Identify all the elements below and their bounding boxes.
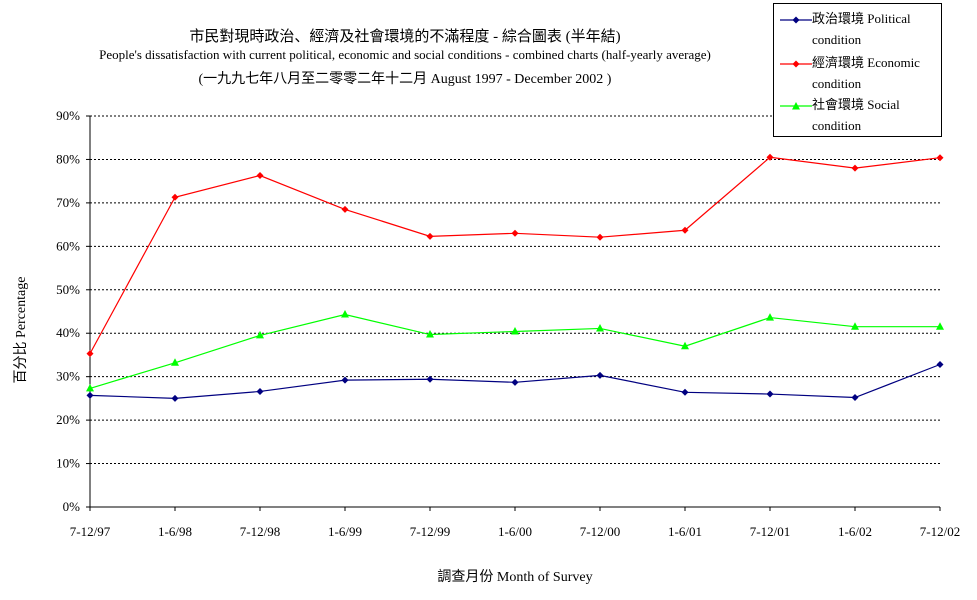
data-point-economic	[596, 233, 604, 241]
data-point-political	[596, 371, 604, 379]
y-tick-label: 40%	[56, 325, 80, 340]
x-tick-label: 7-12/02	[920, 524, 960, 539]
legend-label-economic: 經濟環境 Economic condition	[812, 55, 920, 91]
series-economic	[86, 153, 944, 358]
data-point-political	[256, 387, 264, 395]
legend-swatch-political	[780, 16, 812, 24]
legend-item-economic: 經濟環境 Economic condition	[774, 52, 943, 94]
y-tick-label: 30%	[56, 369, 80, 384]
data-point-social	[766, 313, 774, 321]
x-tick-labels: 7-12/97 1-6/98 7-12/98 1-6/99 7-12/99 1-6/00 7…	[70, 524, 960, 539]
data-point-political	[936, 361, 944, 369]
data-point-political	[86, 391, 94, 399]
data-point-economic	[256, 172, 264, 180]
legend-label-social: 社會環境 Social condition	[812, 97, 900, 133]
data-point-economic	[341, 205, 349, 213]
data-point-economic	[171, 193, 179, 201]
gridlines	[90, 115, 940, 465]
data-point-political	[171, 394, 179, 402]
data-point-political	[426, 375, 434, 383]
data-point-political	[511, 378, 519, 386]
data-point-political	[681, 388, 689, 396]
series-lines	[86, 153, 944, 402]
y-tick-label: 70%	[56, 195, 80, 210]
x-tick-label: 7-12/01	[750, 524, 790, 539]
series-line-economic	[89, 156, 941, 354]
data-point-economic	[86, 350, 94, 358]
legend-swatch-social	[780, 102, 812, 110]
chart-title: 市民對現時政治、經濟及社會環境的不滿程度 - 綜合圖表 (半年結)	[189, 29, 621, 45]
legend-swatch-economic	[780, 60, 812, 68]
series-political	[86, 361, 944, 402]
legend-item-social: 社會環境 Social condition	[774, 94, 943, 136]
x-tick-label: 1-6/00	[498, 524, 532, 539]
data-point-economic	[851, 164, 859, 172]
x-tick-label: 7-12/97	[70, 524, 111, 539]
data-point-economic	[511, 229, 519, 237]
y-tick-label: 0%	[63, 499, 81, 514]
x-tick-label: 7-12/00	[580, 524, 620, 539]
data-point-economic	[681, 226, 689, 234]
data-point-social	[511, 326, 519, 335]
x-tick-label: 1-6/02	[838, 524, 872, 539]
axes	[86, 115, 941, 511]
data-point-economic	[936, 154, 944, 162]
y-axis-label: 百分比 Percentage	[14, 276, 29, 384]
data-point-social	[426, 330, 434, 338]
data-point-social	[681, 341, 689, 350]
y-tick-labels: 0% 10% 20% 30% 40% 50% 60% 70% 80% 90%	[56, 108, 80, 514]
data-point-social	[86, 383, 94, 392]
chart-date-range: (一九九七年八月至二零零二年十二月 August 1997 - December…	[198, 72, 612, 87]
y-tick-label: 90%	[56, 108, 80, 123]
y-tick-label: 60%	[56, 238, 80, 253]
legend-item-political: 政治環境 Political condition	[774, 8, 943, 50]
legend: 政治環境 Political condition 經濟環境 Economic c…	[773, 3, 942, 137]
series-line-social	[89, 313, 940, 389]
chart-subtitle: People's dissatisfaction with current po…	[99, 47, 711, 62]
x-tick-label: 1-6/01	[668, 524, 702, 539]
legend-label-political: 政治環境 Political condition	[812, 11, 911, 47]
data-point-political	[851, 394, 859, 402]
x-tick-label: 1-6/99	[328, 524, 362, 539]
data-point-economic	[426, 232, 434, 240]
data-point-political	[766, 390, 774, 398]
data-point-social	[341, 310, 349, 318]
data-point-social	[256, 330, 264, 339]
x-tick-label: 1-6/98	[158, 524, 192, 539]
x-axis-label: 調查月份 Month of Survey	[437, 570, 593, 585]
data-point-economic	[766, 153, 774, 161]
data-point-social	[936, 322, 944, 330]
y-tick-label: 20%	[56, 412, 80, 427]
y-tick-label: 10%	[56, 456, 80, 471]
series-social	[86, 310, 944, 392]
data-point-social	[851, 322, 859, 330]
y-tick-label: 50%	[56, 282, 80, 297]
data-point-social	[596, 323, 604, 332]
x-tick-label: 7-12/99	[410, 524, 450, 539]
y-tick-label: 80%	[56, 151, 80, 166]
data-point-social	[171, 358, 179, 366]
x-tick-label: 7-12/98	[240, 524, 280, 539]
data-point-political	[341, 376, 349, 384]
